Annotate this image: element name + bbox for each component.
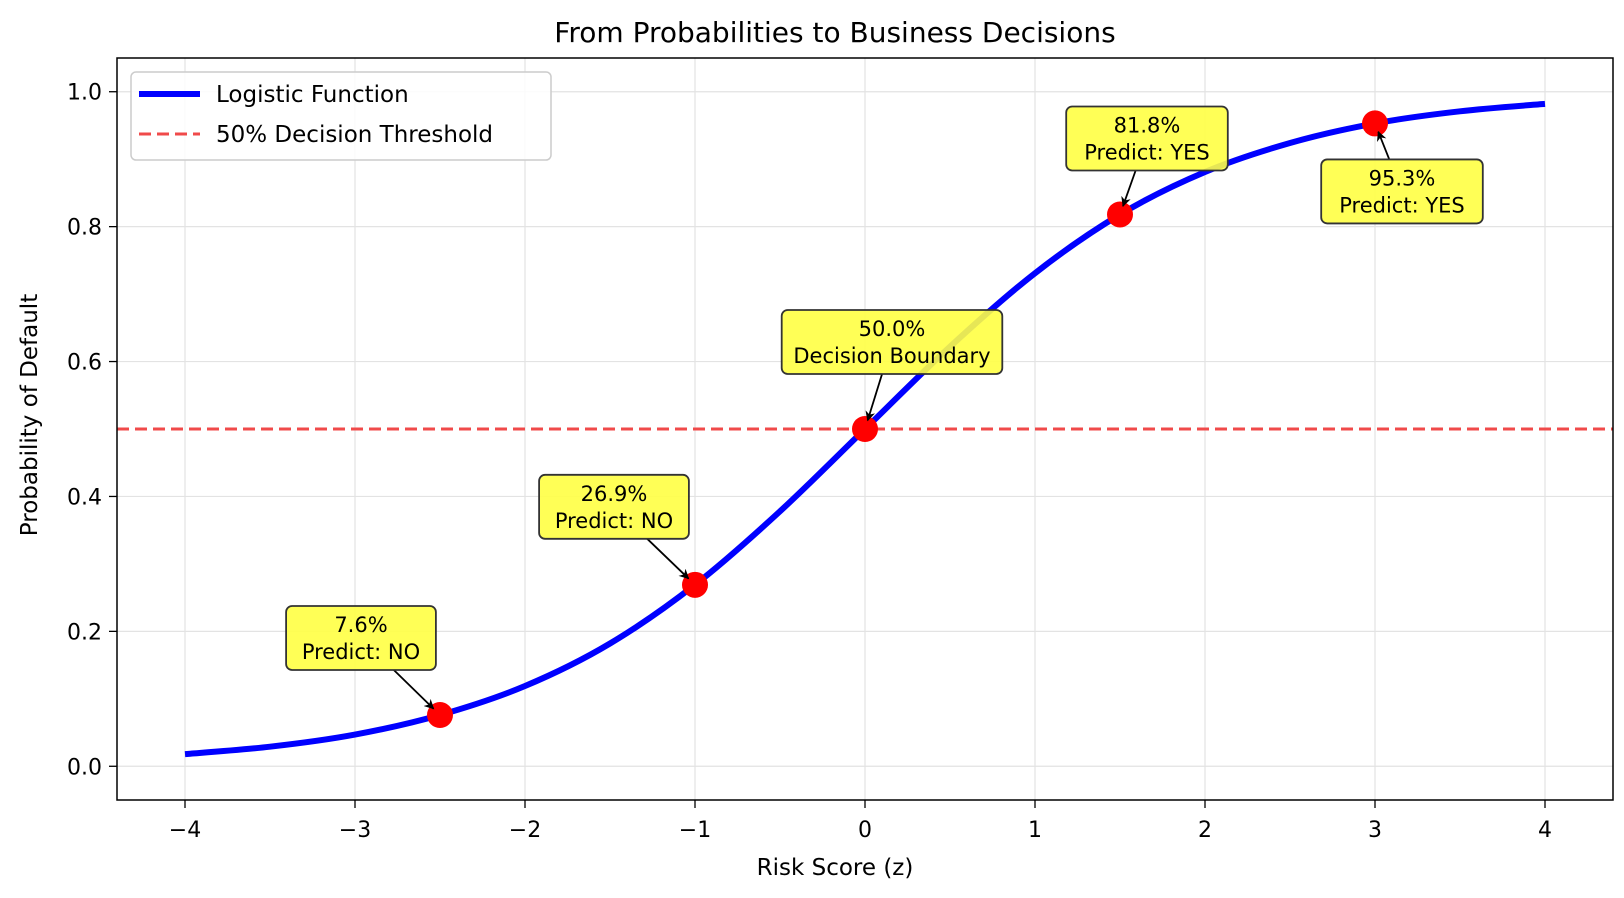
annotation-box	[1065, 105, 1229, 172]
annotation-layer: 7.6% Predict: NO 26.9% Predict: NO 50.0% Deci…	[285, 105, 1484, 710]
annotation-value: 81.8%	[1114, 113, 1181, 137]
legend-label-logistic: Logistic Function	[216, 82, 409, 108]
annotation-value: 7.6%	[334, 613, 387, 637]
x-tick-label: −3	[339, 818, 371, 843]
y-axis-label: Probability of Default	[17, 294, 43, 536]
y-tick-label: 0.2	[67, 620, 102, 645]
x-tick-label: −1	[679, 818, 711, 843]
x-tick-label: 4	[1538, 818, 1552, 843]
x-tick-label: 1	[1028, 818, 1042, 843]
y-tick-label: 0.4	[67, 485, 102, 510]
y-tick-label: 1.0	[67, 81, 102, 106]
data-point	[1362, 110, 1388, 137]
annotation: 95.3% Predict: YES	[1320, 130, 1484, 225]
points-layer	[427, 110, 1388, 729]
annotation-prediction: Predict: YES	[1084, 140, 1210, 164]
annotation-prediction: Predict: NO	[302, 640, 420, 664]
annotation-arrow	[646, 538, 690, 580]
annotation-prediction: Predict: NO	[555, 509, 673, 533]
annotation-arrow	[393, 669, 435, 710]
x-tick-label: 0	[858, 818, 872, 843]
annotation-prediction: Predict: YES	[1339, 193, 1465, 217]
x-tick-label: −4	[169, 818, 201, 843]
annotation-arrow	[865, 373, 883, 422]
annotation-box	[1320, 158, 1484, 225]
ticks: −4 −3 −2 −1 0 1 2 3 4 0.0 0.2 0.4 0.6 0.8 1.0	[67, 81, 1552, 843]
annotation-value: 95.3%	[1369, 166, 1436, 190]
annotation-arrow	[1121, 170, 1137, 207]
annotation-value: 26.9%	[581, 482, 648, 506]
legend-box	[130, 71, 552, 161]
x-tick-label: −2	[509, 818, 541, 843]
annotation-box	[538, 473, 690, 540]
chart-title: From Probabilities to Business Decisions	[554, 16, 1115, 49]
legend: Logistic Function 50% Decision Threshold	[130, 71, 552, 161]
annotation-prediction: Decision Boundary	[793, 344, 990, 368]
y-tick-label: 0.6	[67, 351, 102, 376]
annotation-value: 50.0%	[859, 317, 926, 341]
x-tick-label: 3	[1368, 818, 1382, 843]
annotation: 50.0% Decision Boundary	[780, 309, 1004, 422]
annotation-box	[780, 309, 1004, 375]
annotation: 7.6% Predict: NO	[285, 605, 437, 710]
annotation: 26.9% Predict: NO	[538, 473, 690, 580]
annotation: 81.8% Predict: YES	[1065, 105, 1229, 207]
y-tick-label: 0.8	[67, 216, 102, 241]
annotation-arrow	[1376, 130, 1391, 160]
x-tick-label: 2	[1198, 818, 1212, 843]
y-tick-label: 0.0	[67, 755, 102, 780]
annotation-box	[285, 605, 437, 671]
x-axis-label: Risk Score (z)	[757, 855, 914, 881]
data-point	[852, 416, 878, 442]
data-point	[1107, 201, 1133, 228]
legend-label-threshold: 50% Decision Threshold	[216, 122, 493, 148]
